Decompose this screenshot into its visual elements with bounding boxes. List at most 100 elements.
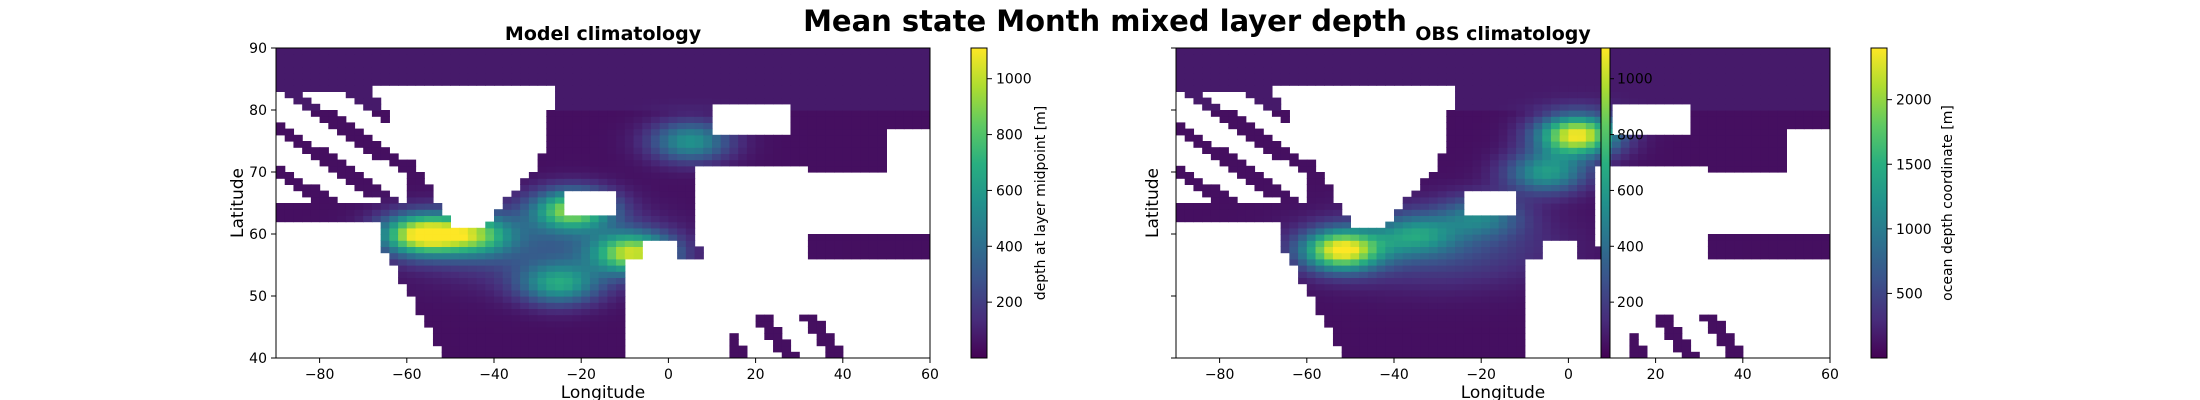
heatmap-cell [537, 184, 547, 192]
heatmap-cell [581, 184, 591, 192]
heatmap-cell [1612, 48, 1622, 55]
heatmap-cell [1420, 271, 1430, 278]
heatmap-cell [624, 215, 635, 223]
heatmap-cell [1210, 54, 1221, 61]
heatmap-cell [1585, 147, 1596, 154]
heatmap-cell [1585, 196, 1596, 204]
heatmap-cell [581, 128, 591, 136]
heatmap-cell [1507, 283, 1517, 291]
heatmap-cell [1193, 72, 1203, 80]
heatmap-cell [1455, 345, 1465, 353]
heatmap-cell [1219, 203, 1229, 210]
heatmap-cell [1472, 165, 1482, 173]
heatmap-cell [1324, 296, 1334, 303]
heatmap-cell [1463, 54, 1474, 61]
heatmap-cell [1542, 215, 1552, 223]
heatmap-cell [1742, 128, 1753, 136]
heatmap-cell [1280, 246, 1290, 254]
heatmap-cell [1359, 79, 1369, 86]
heatmap-cell [1629, 153, 1639, 161]
heatmap-cell [1699, 128, 1709, 136]
heatmap-cell [1673, 97, 1683, 105]
heatmap-cell [581, 327, 591, 334]
heatmap-cell [572, 134, 582, 142]
heatmap-cell [1394, 66, 1404, 74]
heatmap-cell [555, 333, 565, 340]
heatmap-cell [1411, 79, 1421, 86]
heatmap-cell [807, 147, 818, 154]
heatmap-cell [1629, 333, 1639, 340]
heatmap-cell [807, 103, 818, 111]
heatmap-cell [607, 302, 617, 309]
heatmap-cell [1298, 215, 1308, 223]
heatmap-cell [834, 91, 844, 99]
heatmap-cell [764, 48, 774, 55]
heatmap-cell [1315, 60, 1325, 68]
heatmap-cell [1707, 48, 1718, 55]
heatmap-cell [1629, 351, 1639, 358]
heatmap-cell [1489, 147, 1500, 154]
heatmap-cell [1760, 66, 1770, 74]
heatmap-cell [598, 54, 608, 61]
heatmap-cell [1341, 345, 1351, 353]
heatmap-cell [424, 196, 434, 204]
heatmap-cell [310, 54, 321, 61]
heatmap-cell [1612, 153, 1622, 161]
heatmap-cell [668, 79, 678, 86]
heatmap-cell [380, 234, 390, 241]
heatmap-cell [1498, 165, 1508, 173]
heatmap-cell [1585, 141, 1596, 148]
heatmap-cell [1437, 184, 1447, 192]
heatmap-cell [607, 314, 617, 322]
heatmap-cell [1472, 265, 1482, 272]
heatmap-cell [563, 172, 574, 179]
heatmap-cell [354, 72, 364, 80]
heatmap-cell [1455, 103, 1465, 111]
heatmap-cell [1568, 141, 1578, 148]
heatmap-cell [563, 227, 574, 235]
heatmap-cell [825, 97, 835, 105]
heatmap-cell [1402, 221, 1413, 229]
heatmap-cell [703, 141, 713, 148]
heatmap-cell [633, 66, 643, 74]
heatmap-cell [1463, 97, 1474, 105]
heatmap-cell [537, 172, 547, 179]
heatmap-cell [441, 258, 451, 266]
heatmap-cell [1367, 345, 1378, 353]
heatmap-cell [1237, 48, 1247, 55]
heatmap-cell [633, 184, 643, 192]
heatmap-cell [1420, 302, 1430, 309]
heatmap-cell [1803, 48, 1814, 55]
heatmap-cell [581, 110, 591, 117]
heatmap-cell [1725, 122, 1735, 130]
heatmap-cell [868, 66, 879, 74]
heatmap-cell [1341, 240, 1351, 247]
heatmap-cell [1315, 258, 1325, 266]
heatmap-cell [1585, 79, 1596, 86]
heatmap-cell [685, 91, 696, 99]
heatmap-cell [1428, 314, 1439, 322]
heatmap-cell [1184, 128, 1195, 136]
heatmap-cell [1254, 60, 1264, 68]
heatmap-cell [598, 165, 608, 173]
heatmap-cell [1533, 122, 1543, 130]
heatmap-cell [1716, 97, 1726, 105]
heatmap-cell [1315, 252, 1325, 260]
heatmap-cell [1664, 333, 1674, 340]
heatmap-cell [1498, 172, 1508, 179]
heatmap-cell [319, 147, 329, 154]
heatmap-cell [537, 203, 547, 210]
heatmap-cell [607, 97, 617, 105]
heatmap-cell [877, 147, 887, 154]
heatmap-cell [1298, 54, 1308, 61]
heatmap-cell [1228, 159, 1238, 167]
heatmap-cell [877, 110, 887, 117]
heatmap-cell [703, 60, 713, 68]
heatmap-cell [1481, 234, 1491, 241]
heatmap-cell [1446, 153, 1456, 161]
heatmap-cell [1760, 103, 1770, 111]
heatmap-cell [1193, 209, 1203, 216]
heatmap-cell [502, 60, 513, 68]
heatmap-cell [712, 97, 722, 105]
heatmap-cell [293, 91, 303, 99]
